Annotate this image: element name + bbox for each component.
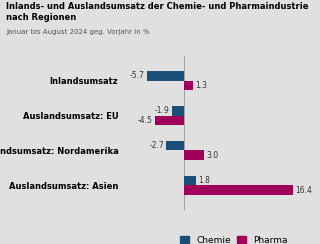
Text: 1.8: 1.8 (198, 176, 210, 185)
Text: -5.7: -5.7 (130, 71, 145, 80)
Bar (155, 115, 184, 125)
Bar (172, 106, 184, 115)
Text: -1.9: -1.9 (155, 106, 170, 115)
Bar (166, 141, 184, 151)
Text: 1.3: 1.3 (195, 81, 207, 90)
Text: -2.7: -2.7 (150, 141, 164, 150)
Text: 16.4: 16.4 (295, 186, 312, 195)
Bar (184, 185, 293, 195)
Text: -4.5: -4.5 (138, 116, 153, 125)
Bar (184, 151, 204, 160)
Text: 3.0: 3.0 (206, 151, 218, 160)
Bar (147, 71, 184, 81)
Text: Januar bis August 2024 geg. Vorjahr in %: Januar bis August 2024 geg. Vorjahr in % (6, 29, 150, 35)
Text: Inlands- und Auslandsumsatz der Chemie- und Pharmaindustrie nach Regionen: Inlands- und Auslandsumsatz der Chemie- … (6, 2, 309, 22)
Legend: Chemie, Pharma: Chemie, Pharma (177, 232, 291, 244)
Bar (184, 81, 193, 90)
Bar (184, 176, 196, 185)
